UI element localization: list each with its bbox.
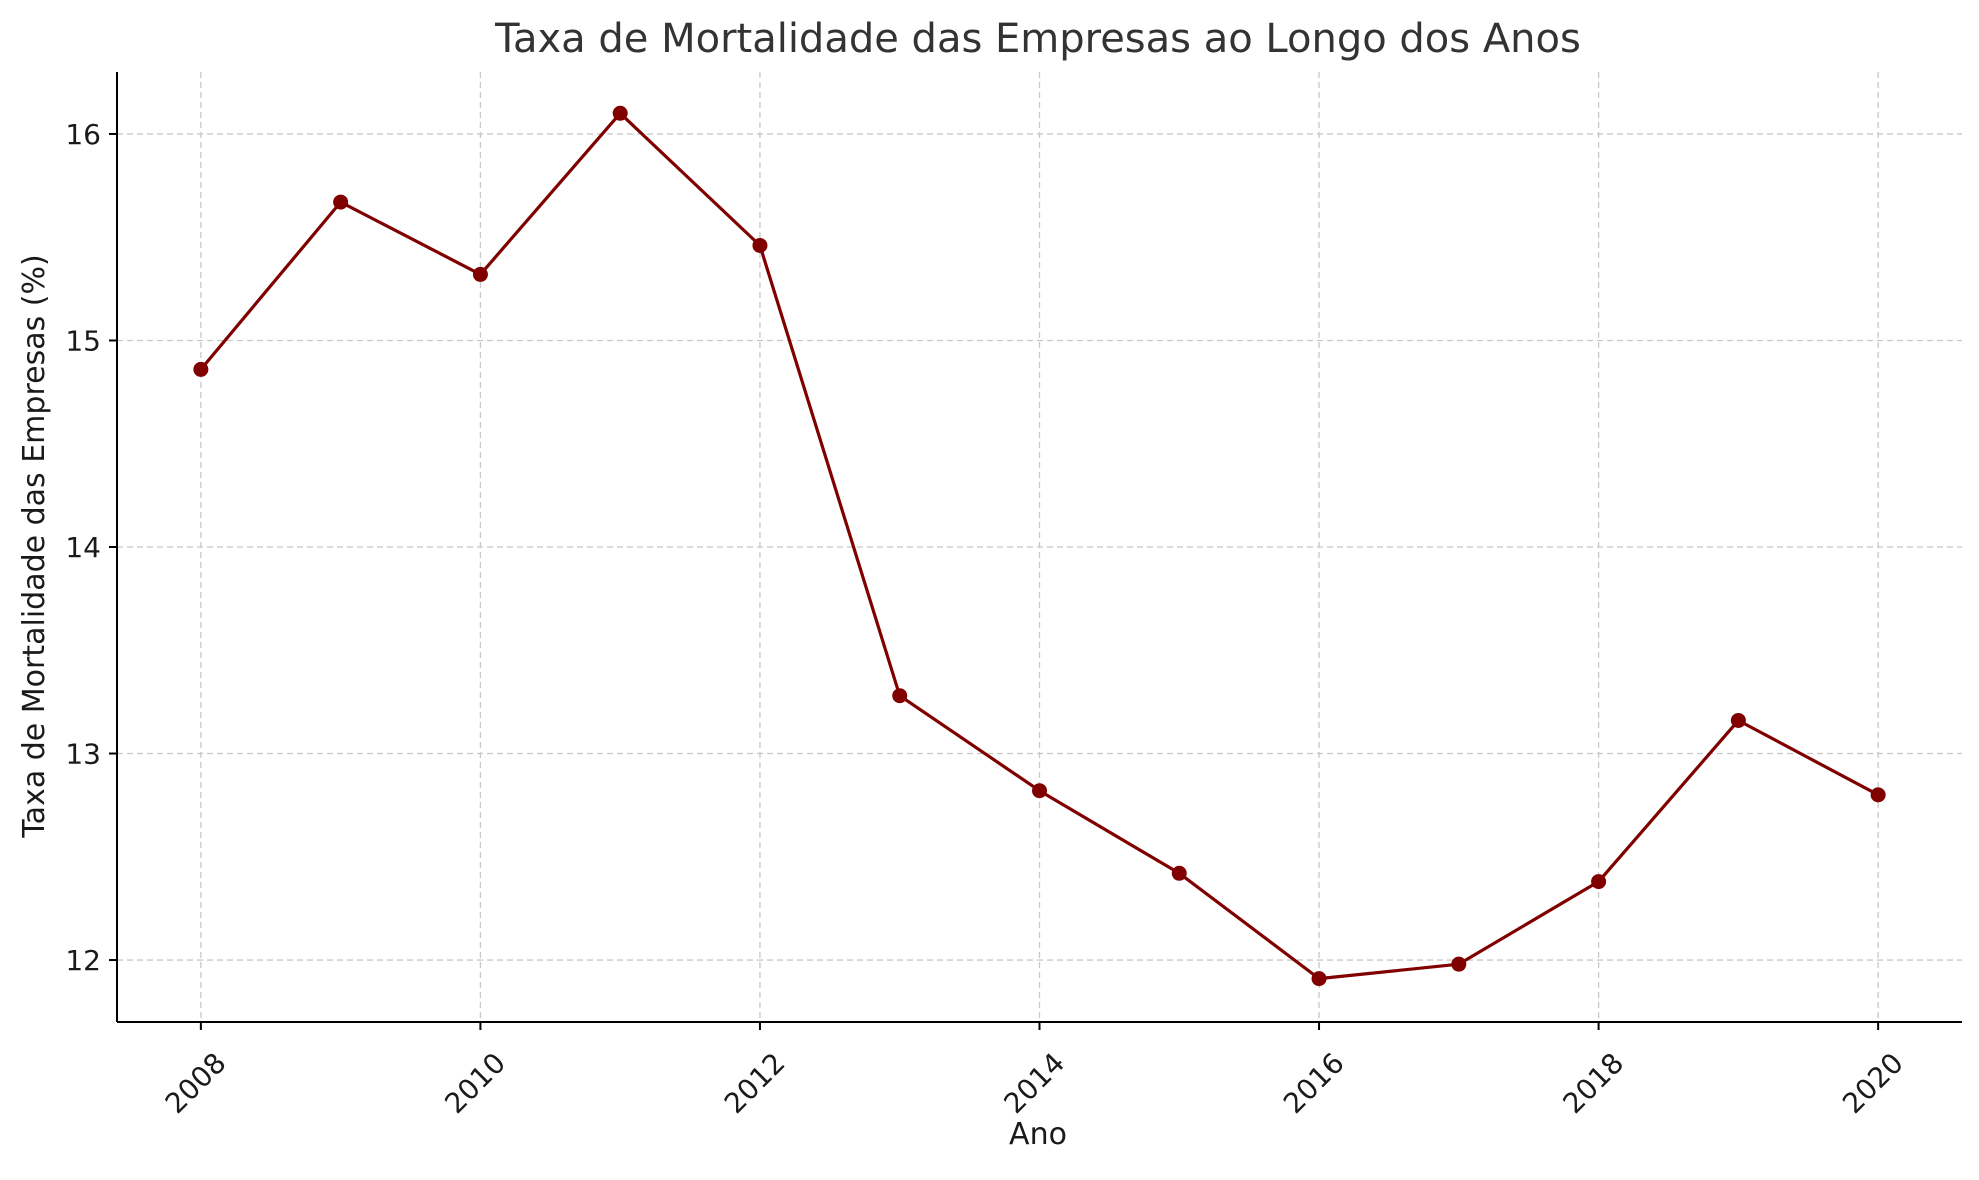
x-tick-label: 2012 xyxy=(718,1046,792,1120)
y-tick-label: 12 xyxy=(65,944,101,977)
data-point xyxy=(333,194,349,210)
data-point xyxy=(752,237,768,253)
data-point xyxy=(892,688,908,704)
axes: 2008 2010 2012 2014 2016 2018 2020 12 13 14 15 16 xyxy=(65,72,1962,1120)
x-axis-label: Ano xyxy=(1009,1117,1067,1152)
y-tick-label: 13 xyxy=(65,738,101,771)
y-tick-label: 15 xyxy=(65,324,101,357)
chart-title: Taxa de Mortalidade das Empresas ao Long… xyxy=(494,16,1581,62)
data-point xyxy=(1591,874,1607,890)
data-point xyxy=(1311,971,1327,987)
y-axis-label: Taxa de Mortalidade das Empresas (%) xyxy=(17,254,52,838)
data-point xyxy=(1171,865,1187,881)
y-tick-label: 16 xyxy=(65,118,101,151)
data-point xyxy=(1032,783,1047,799)
x-tick-label: 2016 xyxy=(1277,1046,1351,1120)
x-tick-label: 2008 xyxy=(159,1046,233,1120)
x-tick-label: 2018 xyxy=(1557,1046,1631,1120)
y-tick-label: 14 xyxy=(65,531,101,564)
series-layer xyxy=(193,105,1886,987)
x-tick-label: 2014 xyxy=(997,1046,1071,1120)
data-point xyxy=(612,105,628,121)
data-point xyxy=(1451,956,1467,972)
data-point xyxy=(193,361,209,377)
data-point xyxy=(1730,712,1746,728)
data-point xyxy=(1870,787,1886,803)
data-point xyxy=(472,266,488,282)
x-tick-label: 2010 xyxy=(438,1046,512,1120)
x-tick-label: 2020 xyxy=(1836,1046,1910,1120)
grid-lines xyxy=(117,72,1962,1022)
